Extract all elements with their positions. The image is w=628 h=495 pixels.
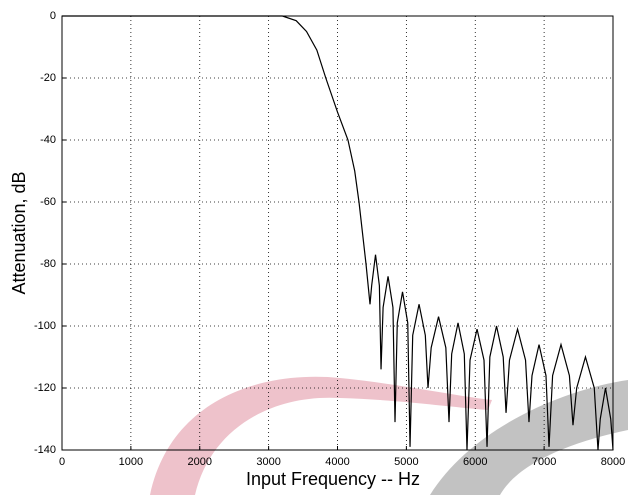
y-tick-label: -100 <box>34 320 56 332</box>
x-tick-label: 5000 <box>394 456 418 468</box>
x-axis-title: Input Frequency -- Hz <box>246 469 420 489</box>
y-tick-label: -140 <box>34 444 56 456</box>
x-tick-label: 1000 <box>119 456 143 468</box>
y-tick-label: -120 <box>34 382 56 394</box>
x-tick-label: 3000 <box>256 456 280 468</box>
x-tick-label: 8000 <box>601 456 625 468</box>
watermark <box>150 376 492 495</box>
y-tick-label: -40 <box>40 134 56 146</box>
data-line <box>62 15 614 451</box>
y-tick-label: 0 <box>50 10 56 22</box>
y-axis-title: Attenuation, dB <box>9 171 29 294</box>
y-tick-label: -60 <box>40 196 56 208</box>
x-tick-label: 2000 <box>188 456 212 468</box>
x-tick-label: 4000 <box>325 456 349 468</box>
x-tick-label: 6000 <box>463 456 487 468</box>
x-tick-label: 7000 <box>532 456 556 468</box>
y-tick-label: -20 <box>40 72 56 84</box>
x-tick-label: 0 <box>59 456 65 468</box>
watermark <box>430 380 628 495</box>
plot-frame <box>61 15 614 451</box>
y-tick-label: -80 <box>40 258 56 270</box>
